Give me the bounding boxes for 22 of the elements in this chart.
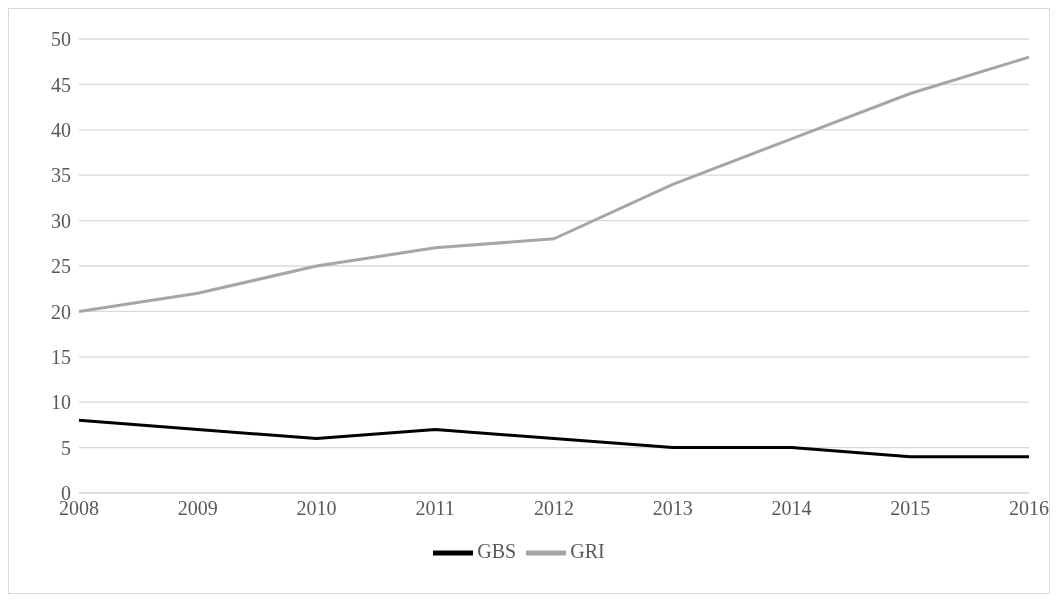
x-tick-label: 2011: [415, 497, 455, 520]
line-series: [77, 418, 1031, 459]
y-tick-label: 35: [51, 164, 71, 187]
x-tick-label: 2014: [771, 497, 812, 520]
line-series: [77, 55, 1031, 313]
x-tick-label: 2009: [177, 497, 218, 520]
y-tick-label: 20: [51, 300, 71, 323]
y-tick-label: 40: [51, 118, 71, 141]
x-tick-label: 2012: [534, 497, 574, 520]
x-tick-label: 2016: [1009, 497, 1049, 520]
y-tick-label: 15: [51, 345, 71, 368]
x-tick-label: 2015: [890, 497, 931, 520]
legend-label: GRI: [570, 539, 605, 562]
y-tick-label: 25: [51, 255, 71, 278]
x-tick-label: 2010: [296, 497, 337, 520]
y-tick-label: 30: [51, 209, 71, 232]
y-tick-label: 5: [61, 436, 71, 459]
x-tick-label: 2013: [652, 497, 693, 520]
y-tick-label: 45: [51, 73, 71, 96]
y-tick-label: 10: [51, 391, 71, 414]
y-tick-label: 50: [51, 28, 71, 51]
legend-label: GBS: [477, 539, 517, 562]
